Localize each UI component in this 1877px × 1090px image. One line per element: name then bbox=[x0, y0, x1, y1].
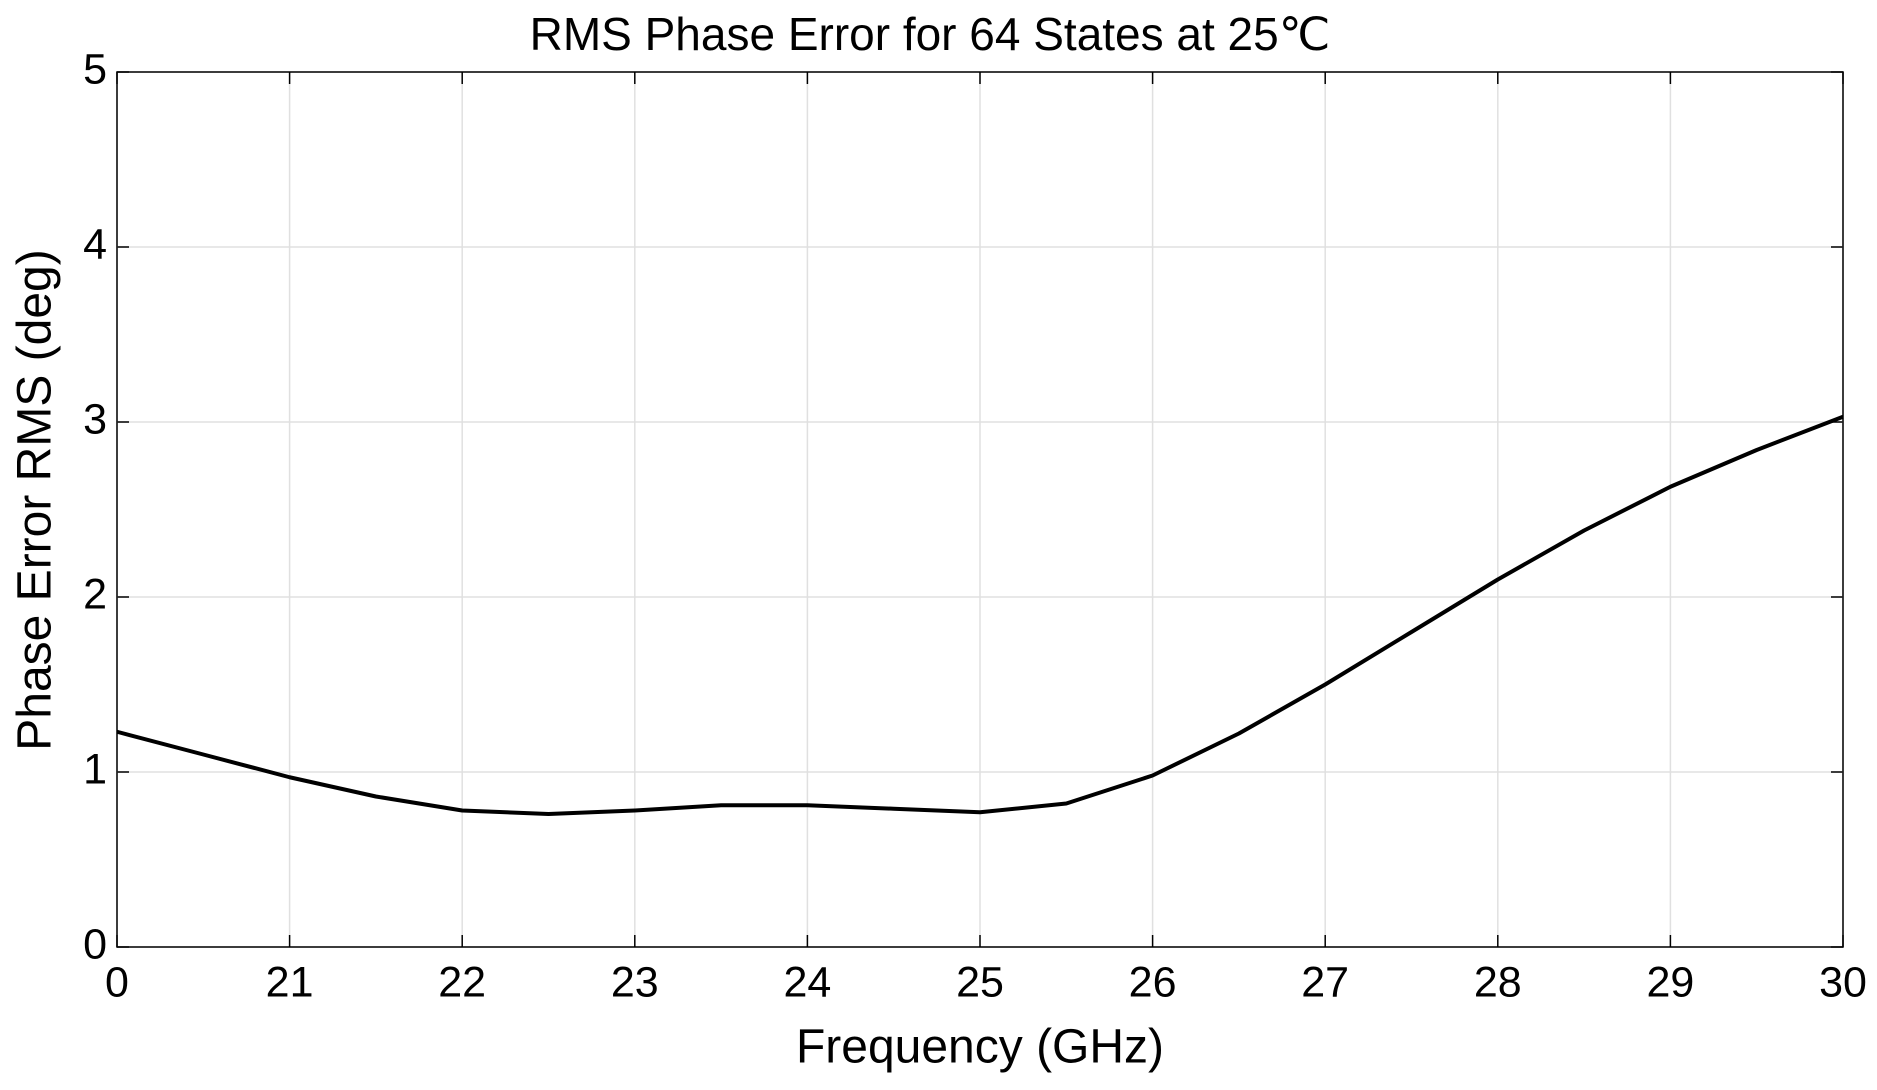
x-axis-label: Frequency (GHz) bbox=[796, 1021, 1164, 1074]
y-tick-label: 1 bbox=[83, 745, 107, 793]
x-tick-label: 25 bbox=[956, 958, 1004, 1006]
y-tick-label: 0 bbox=[83, 920, 107, 968]
x-tick-label: 21 bbox=[266, 958, 314, 1006]
y-tick-label: 3 bbox=[83, 395, 107, 443]
x-tick-label: 27 bbox=[1301, 958, 1349, 1006]
data-line bbox=[116, 414, 1844, 816]
x-tick-label: 24 bbox=[783, 958, 831, 1006]
x-tick-label: 30 bbox=[1819, 958, 1867, 1006]
y-tick-label: 4 bbox=[83, 220, 107, 268]
plot-frame bbox=[116, 71, 1844, 948]
x-tick-label: 29 bbox=[1646, 958, 1694, 1006]
x-tick-label: 23 bbox=[611, 958, 659, 1006]
x-tick-label: 0 bbox=[105, 958, 129, 1006]
y-axis-label: Phase Error RMS (deg) bbox=[9, 249, 62, 751]
x-tick-label: 22 bbox=[438, 958, 486, 1006]
x-tick-label: 28 bbox=[1474, 958, 1522, 1006]
x-tick-label: 26 bbox=[1129, 958, 1177, 1006]
y-tick-label: 5 bbox=[83, 45, 107, 93]
chart-title: RMS Phase Error for 64 States at 25℃ bbox=[530, 8, 1331, 60]
y-tick-label: 2 bbox=[83, 570, 107, 618]
